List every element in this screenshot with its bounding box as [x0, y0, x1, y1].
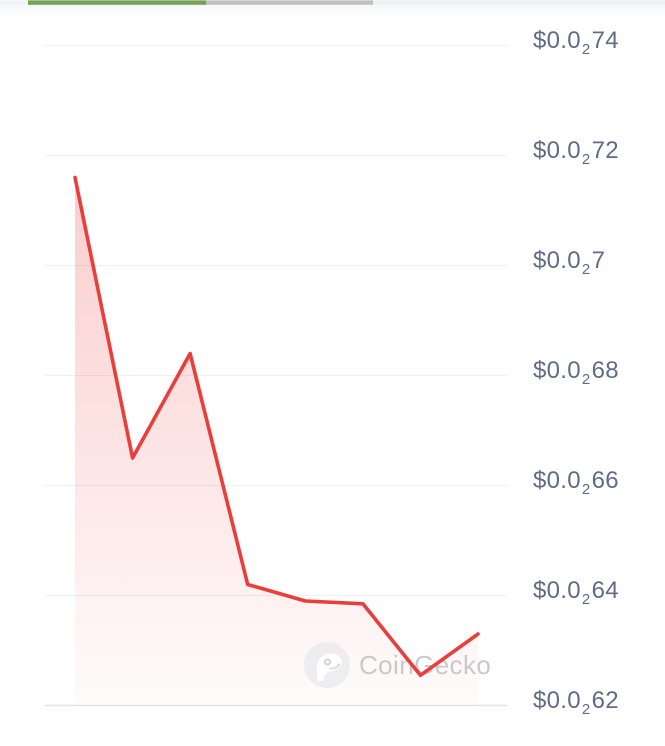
area-fill: [75, 177, 478, 706]
progress-segment-track-right: [373, 0, 665, 5]
progress-bar-track[interactable]: [0, 0, 665, 5]
progress-segment-progress-complete: [28, 0, 206, 5]
progress-segment-track-left: [0, 0, 28, 5]
top-fade-band: [0, 5, 665, 19]
progress-segment-progress-buffered: [206, 0, 373, 5]
